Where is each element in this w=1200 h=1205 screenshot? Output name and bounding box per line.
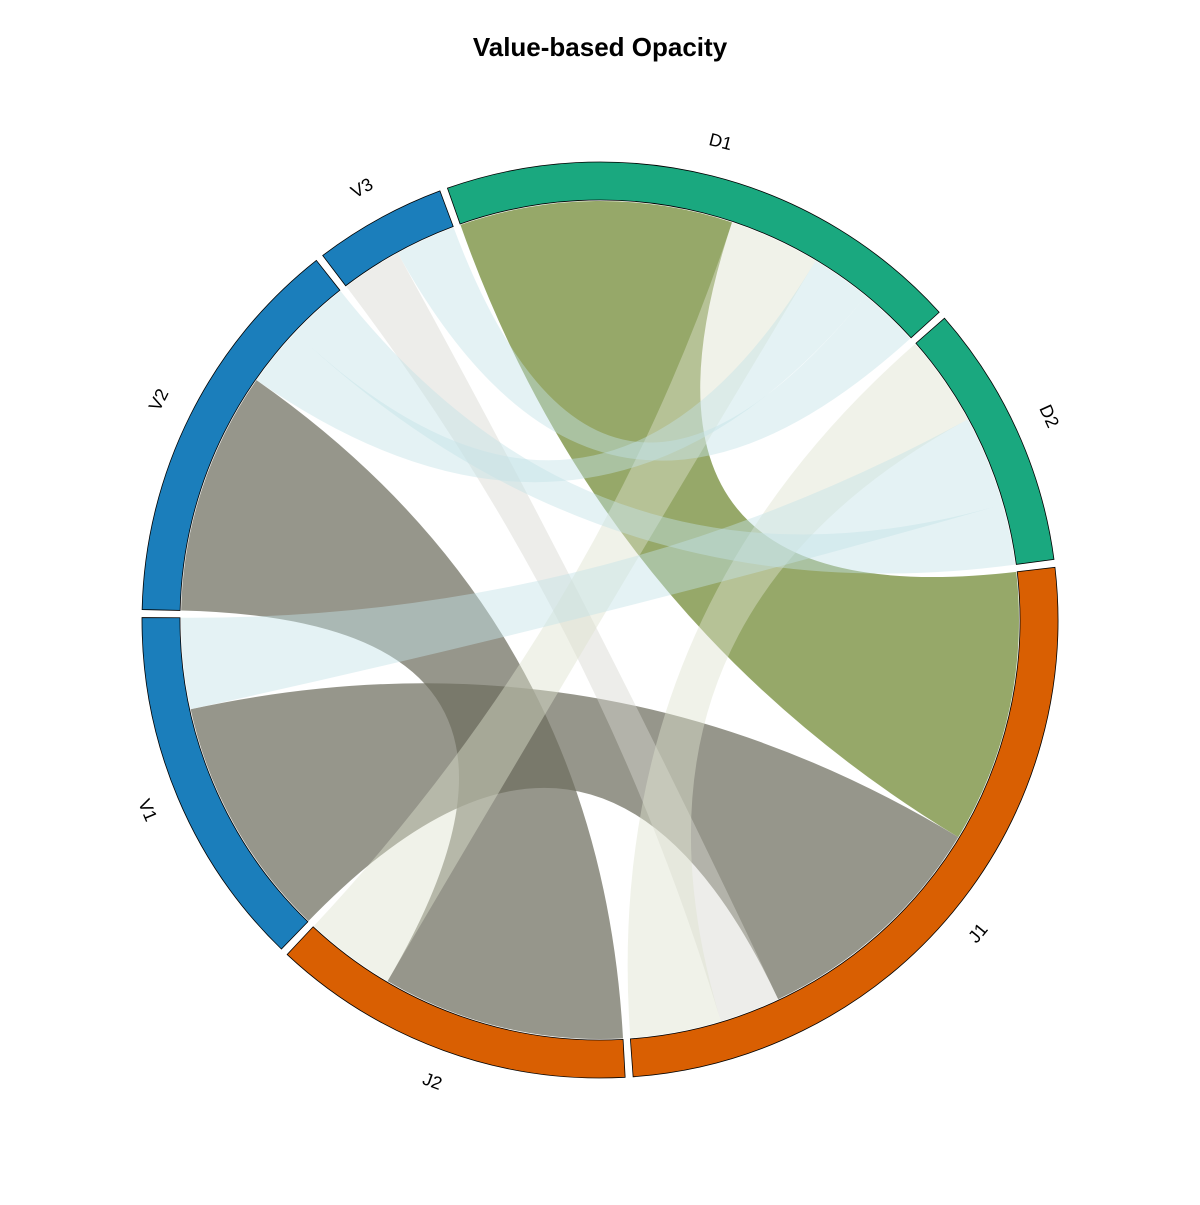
sector-label-d2: D2 xyxy=(1035,402,1063,431)
chord-link-j1-d1 xyxy=(460,201,1019,838)
chord-link-j2-v2 xyxy=(181,380,624,1040)
sector-arc-j1 xyxy=(629,566,1059,1078)
chord-link-j1-d2 xyxy=(627,343,968,1038)
chord-link-j1-v3 xyxy=(346,253,779,1022)
sector-label-v3: V3 xyxy=(347,174,376,202)
sector-arc-j2 xyxy=(286,926,626,1079)
sector-arc-d2 xyxy=(915,317,1055,565)
chord-link-v2-d1 xyxy=(256,260,866,483)
chord-link-v2-d2 xyxy=(295,291,1016,574)
sector-arc-v1 xyxy=(141,617,309,950)
chord-link-v3-d1 xyxy=(397,227,911,461)
chord-link-j1-v1 xyxy=(190,683,959,1000)
chord-link-v1-d2 xyxy=(180,419,1003,710)
sector-arc-d1 xyxy=(446,161,940,339)
sector-label-j1: J1 xyxy=(964,919,992,946)
sector-label-d1: D1 xyxy=(707,129,734,154)
chord-link-j2-d1 xyxy=(313,222,816,982)
chart-title: Value-based Opacity xyxy=(472,32,728,62)
sector-arc-v3 xyxy=(322,190,454,287)
sector-label-v1: V1 xyxy=(134,796,161,824)
sector-label-j2: J2 xyxy=(420,1069,445,1094)
sector-arc-v2 xyxy=(141,259,341,611)
sector-label-v2: V2 xyxy=(145,385,173,414)
